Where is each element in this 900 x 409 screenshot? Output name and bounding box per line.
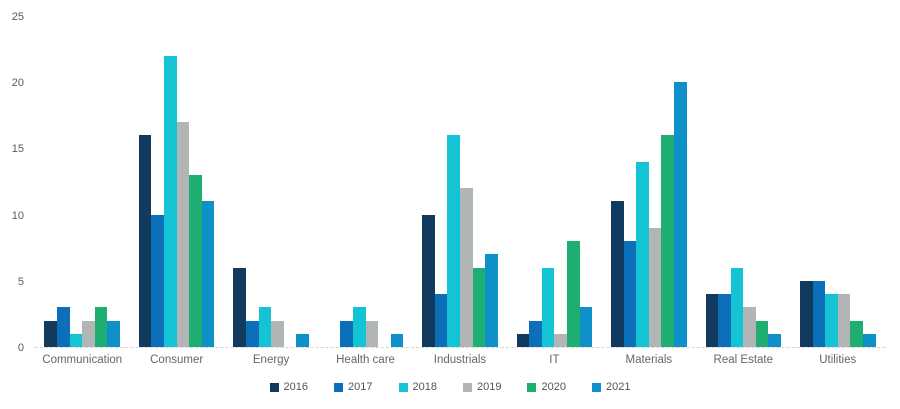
y-tick-0: 0 (17, 342, 24, 354)
bar-group-it (507, 17, 601, 347)
bar-2020-it (567, 241, 580, 347)
bar-group-communication (35, 17, 129, 347)
bar-2016-real-estate (705, 294, 719, 347)
bar-2016-materials (611, 201, 624, 347)
legend-swatch-2021 (591, 382, 601, 392)
x-label-energy: Energy (252, 354, 290, 366)
bar-2019-energy (271, 320, 284, 347)
bar-2021-consumer (201, 201, 215, 347)
bar-2018-it (541, 267, 555, 347)
legend-swatch-2018 (398, 382, 408, 392)
bar-2021-industrials (485, 254, 498, 347)
bar-2017-energy (245, 320, 259, 347)
bar-2019-industrials (459, 188, 473, 347)
x-label-health-care: Health care (336, 354, 395, 366)
bar-2019-materials (648, 227, 662, 347)
y-tick-15: 15 (11, 143, 24, 156)
legend-swatch-2017 (334, 382, 344, 392)
legend: 2016 2017 2018 2019 2020 2021 (0, 381, 900, 393)
legend-item-2021: 2021 (591, 381, 631, 393)
legend-swatch-2020 (527, 382, 537, 392)
x-label-it: IT (549, 354, 560, 366)
bar-2018-health-care (352, 307, 366, 347)
bar-2018-materials (636, 161, 649, 347)
bar-2021-communication (107, 320, 120, 347)
bar-2018-industrials (447, 135, 460, 347)
x-label-real-estate: Real Estate (713, 354, 773, 366)
legend-label-2020: 2020 (541, 381, 566, 393)
bar-group-consumer (129, 17, 223, 347)
y-tick-10: 10 (11, 209, 24, 222)
bar-2019-it (554, 333, 567, 347)
bar-2016-energy (233, 267, 246, 347)
legend-swatch-2016 (269, 382, 279, 392)
bar-2016-consumer (138, 135, 152, 347)
bar-2017-real-estate (718, 294, 731, 347)
bar-group-real-estate (696, 17, 790, 347)
bar-group-energy (224, 17, 318, 347)
legend-item-2017: 2017 (334, 381, 373, 393)
bar-2018-consumer (164, 55, 177, 347)
x-label-communication: Communication (42, 354, 123, 366)
bar-2016-utilities (799, 280, 813, 347)
legend-label-2017: 2017 (348, 381, 373, 393)
bar-group-health-care (318, 17, 412, 347)
bar-2018-communication (69, 333, 83, 347)
bar-2020-communication (94, 307, 108, 347)
bar-2020-materials (661, 135, 675, 347)
legend-item-2016: 2016 (269, 381, 309, 393)
bar-group-utilities (791, 17, 885, 347)
y-tick-25: 25 (11, 11, 24, 23)
bar-2018-utilities (825, 294, 838, 347)
legend-item-2018: 2018 (398, 381, 437, 393)
legend-item-2020: 2020 (527, 381, 566, 393)
legend-label-2021: 2021 (605, 381, 631, 393)
bar-2020-industrials (472, 267, 486, 347)
bar-2019-consumer (176, 121, 190, 347)
bar-2017-materials (623, 241, 637, 347)
bar-2019-health-care (365, 320, 379, 347)
bar-2021-utilities (862, 333, 876, 347)
bar-2021-health-care (390, 333, 404, 347)
legend-label-2019: 2019 (477, 381, 502, 393)
bar-group-materials (602, 17, 696, 347)
bar-2020-consumer (189, 174, 202, 347)
bar-group-industrials (413, 17, 507, 347)
bar-2021-it (579, 307, 593, 347)
bar-2021-materials (674, 82, 687, 347)
bar-2021-energy (296, 333, 309, 347)
bar-2017-communication (57, 307, 70, 347)
bar-2016-communication (44, 320, 58, 347)
legend-item-2019: 2019 (463, 381, 501, 393)
bar-2019-utilities (837, 294, 851, 347)
bar-2019-real-estate (743, 307, 756, 347)
bar-2020-utilities (850, 320, 863, 347)
bar-2017-utilities (812, 280, 826, 347)
bar-2020-real-estate (755, 320, 769, 347)
x-label-utilities: Utilities (819, 354, 857, 366)
bar-2018-energy (258, 307, 272, 347)
x-label-industrials: Industrials (433, 354, 487, 366)
bar-2019-communication (82, 320, 95, 347)
bar-2017-health-care (340, 320, 353, 347)
legend-label-2018: 2018 (412, 381, 437, 393)
y-tick-5: 5 (17, 275, 24, 288)
bar-2016-industrials (422, 214, 435, 347)
bar-2017-it (529, 320, 542, 347)
legend-label-2016: 2016 (283, 381, 309, 393)
plot-area (35, 17, 885, 348)
bar-2016-it (516, 333, 530, 347)
x-label-consumer: Consumer (150, 354, 204, 366)
x-label-materials: Materials (625, 354, 673, 366)
legend-swatch-2019 (463, 382, 472, 392)
bar-2021-real-estate (768, 333, 782, 347)
y-tick-20: 20 (11, 77, 24, 90)
bar-2017-consumer (151, 214, 165, 347)
x-axis: Communication Consumer Energy Health care In… (35, 353, 885, 367)
bar-2017-industrials (434, 294, 448, 347)
bar-2018-real-estate (730, 267, 744, 347)
